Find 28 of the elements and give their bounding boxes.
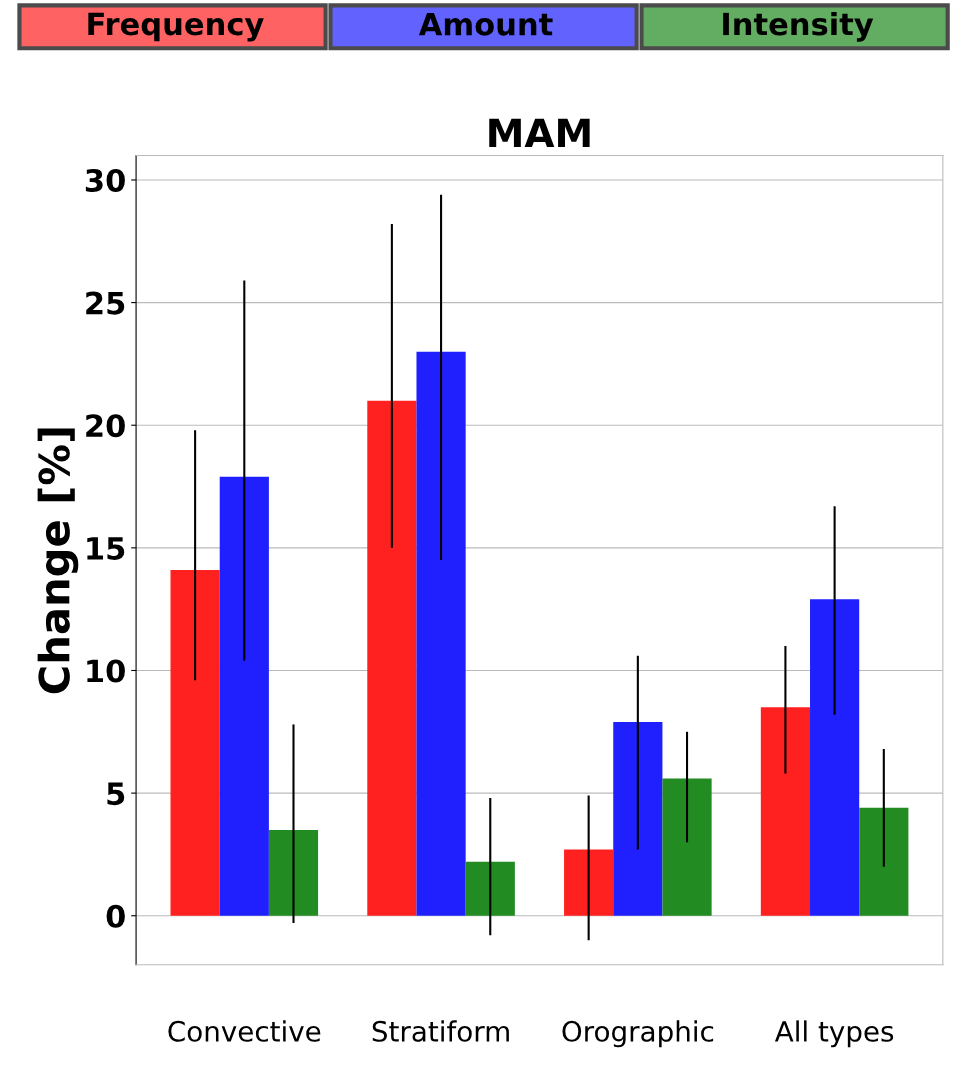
text: Intensity xyxy=(723,11,874,42)
text: Frequency xyxy=(88,12,264,42)
y-tick-label: 5 xyxy=(107,782,125,806)
x-tick-label: Convective xyxy=(168,1020,321,1042)
bar xyxy=(564,849,614,916)
bar xyxy=(760,707,811,916)
bar xyxy=(416,351,466,916)
bar xyxy=(859,807,909,916)
x-tick-label: Stratiform xyxy=(372,1020,509,1042)
bar xyxy=(465,861,515,916)
bar xyxy=(810,599,860,916)
y-tick-label: 15 xyxy=(87,537,125,560)
y-tick-label: 0 xyxy=(106,904,125,928)
text: Amount xyxy=(418,12,553,36)
y-tick-label: 30 xyxy=(85,168,125,193)
y-tick-label: 25 xyxy=(86,291,125,315)
bar xyxy=(367,400,417,916)
bar xyxy=(662,778,712,916)
x-tick-label: All types xyxy=(774,1020,894,1048)
bar xyxy=(613,721,663,916)
x-tick-label: Orographic xyxy=(562,1020,714,1048)
bar xyxy=(219,476,269,916)
bar xyxy=(268,829,319,916)
bar xyxy=(170,569,220,916)
y-axis-title: Change [%] xyxy=(37,428,79,694)
chart-title: MAM xyxy=(489,118,590,148)
y-tick-label: 10 xyxy=(87,659,125,683)
y-tick-label: 20 xyxy=(86,414,125,438)
